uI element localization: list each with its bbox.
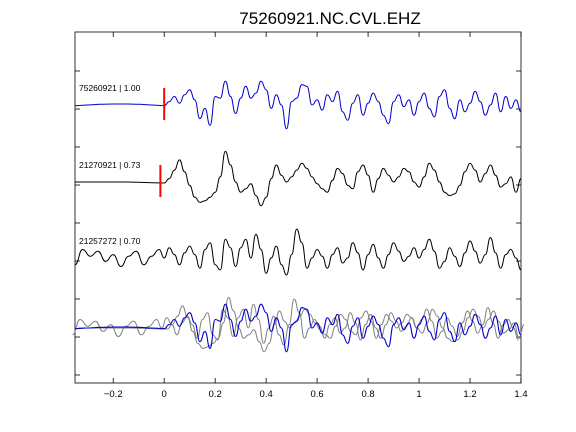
trace-label-2: 21270921 | 0.73 bbox=[79, 160, 141, 170]
x-tick-label: 1.4 bbox=[514, 389, 527, 400]
x-tick-label: 0.8 bbox=[361, 389, 374, 400]
trace-label-3: 21257272 | 0.70 bbox=[79, 236, 141, 246]
overlay-trace-2 bbox=[78, 296, 525, 353]
axis-ticks bbox=[75, 32, 522, 383]
trace-labels: 75260921 | 1.00 21270921 | 0.73 21257272 |… bbox=[79, 83, 141, 246]
x-tick-label: 1 bbox=[416, 389, 421, 400]
overlay-traces bbox=[72, 296, 525, 353]
x-tick-label: −0.2 bbox=[104, 389, 123, 400]
x-tick-label: 0.4 bbox=[260, 389, 273, 400]
overlay-trace-1 bbox=[74, 303, 522, 353]
waveform-trace-2 bbox=[75, 150, 522, 207]
waveform-trace-3 bbox=[74, 228, 522, 276]
waveform-trace-1 bbox=[74, 80, 522, 130]
overlay-trace-3 bbox=[72, 298, 519, 346]
x-tick-label: 0.6 bbox=[311, 389, 324, 400]
waveform-traces bbox=[74, 80, 522, 276]
trace-label-1: 75260921 | 1.00 bbox=[79, 83, 141, 93]
x-tick-label: 1.2 bbox=[463, 389, 476, 400]
pick-markers bbox=[159, 88, 166, 197]
x-tick-label: 0.2 bbox=[209, 389, 222, 400]
chart-title: 75260921.NC.CVL.EHZ bbox=[239, 9, 420, 28]
x-tick-labels: −0.2 0 0.2 0.4 0.6 0.8 1 1.2 1.4 bbox=[104, 389, 528, 400]
x-tick-label: 0 bbox=[162, 389, 167, 400]
plot-frame bbox=[74, 31, 522, 384]
